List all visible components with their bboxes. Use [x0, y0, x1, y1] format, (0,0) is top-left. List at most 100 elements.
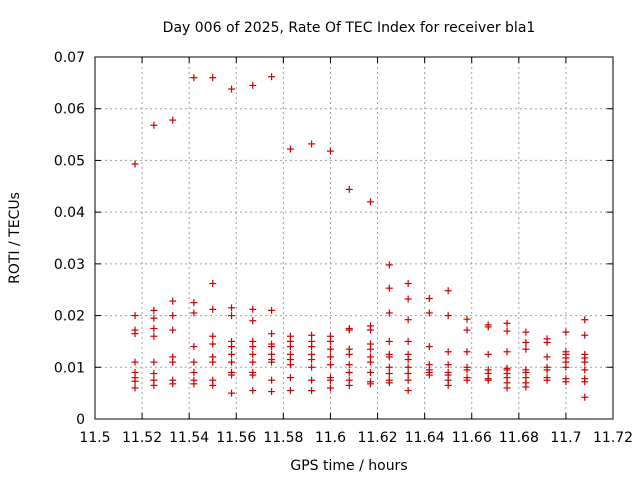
data-point — [169, 312, 177, 320]
data-point — [150, 332, 158, 340]
data-points — [131, 73, 589, 401]
x-tick-label: 11.7 — [550, 430, 581, 446]
data-point — [503, 348, 511, 356]
data-point — [249, 371, 257, 379]
data-point — [385, 379, 393, 387]
data-point — [444, 312, 452, 320]
data-point — [228, 358, 236, 366]
x-tick-label: 11.72 — [593, 430, 633, 446]
data-point — [385, 363, 393, 371]
data-point — [326, 147, 334, 155]
data-point — [581, 316, 589, 324]
y-tick-label: 0.02 — [54, 309, 85, 325]
data-point — [308, 343, 316, 351]
x-tick-label: 11.54 — [169, 430, 209, 446]
data-point — [228, 343, 236, 351]
data-point — [385, 261, 393, 269]
data-point — [268, 358, 276, 366]
data-point — [562, 378, 570, 386]
data-point — [444, 348, 452, 356]
data-point — [209, 280, 217, 288]
data-point — [209, 340, 217, 348]
y-axis-ticks: 0 0.01 0.02 0.03 0.04 0.05 0.06 0.07 — [54, 50, 613, 428]
data-point — [543, 338, 551, 346]
data-point — [385, 284, 393, 292]
data-point — [190, 74, 198, 82]
data-point — [581, 378, 589, 386]
data-point — [150, 121, 158, 129]
x-tick-label: 11.6 — [315, 430, 346, 446]
data-point — [268, 388, 276, 396]
y-tick-label: 0.06 — [54, 102, 85, 118]
chart-title: Day 006 of 2025, Rate Of TEC Index for r… — [163, 20, 536, 36]
y-tick-label: 0.05 — [54, 153, 85, 169]
data-point — [581, 331, 589, 339]
data-point — [308, 363, 316, 371]
x-axis-label: GPS time / hours — [290, 458, 407, 474]
data-point — [268, 376, 276, 384]
data-point — [286, 387, 294, 395]
data-point — [425, 295, 433, 303]
data-point — [444, 361, 452, 369]
data-point — [366, 326, 374, 334]
data-point — [150, 369, 158, 377]
data-point — [463, 348, 471, 356]
grid-lines — [95, 57, 613, 419]
data-point — [249, 358, 257, 366]
data-point — [503, 327, 511, 335]
y-tick-label: 0.07 — [54, 50, 85, 66]
data-point — [190, 309, 198, 317]
data-point — [326, 361, 334, 369]
x-axis-ticks: 11.5 11.52 11.54 11.56 11.58 11.6 11.62 11.64 11… — [79, 57, 633, 446]
data-point — [543, 366, 551, 374]
data-point — [268, 330, 276, 338]
data-point — [131, 312, 139, 320]
data-point — [463, 315, 471, 323]
data-point — [366, 368, 374, 376]
y-tick-label: 0.03 — [54, 257, 85, 273]
data-point — [404, 337, 412, 345]
data-point — [326, 384, 334, 392]
data-point — [190, 299, 198, 307]
data-point — [131, 330, 139, 338]
data-point — [581, 393, 589, 401]
data-point — [326, 345, 334, 353]
data-point — [404, 376, 412, 384]
data-point — [268, 306, 276, 314]
data-point — [326, 353, 334, 361]
data-point — [249, 343, 257, 351]
data-point — [150, 325, 158, 332]
data-point — [326, 337, 334, 345]
data-point — [484, 350, 492, 358]
data-point — [366, 198, 374, 206]
data-point — [463, 376, 471, 384]
data-point — [308, 376, 316, 384]
y-axis-label: ROTI / TECUs — [7, 192, 23, 284]
data-point — [150, 314, 158, 322]
data-point — [268, 73, 276, 81]
x-tick-label: 11.58 — [263, 430, 303, 446]
data-point — [169, 380, 177, 388]
data-point — [404, 363, 412, 371]
data-point — [228, 350, 236, 358]
data-point — [543, 376, 551, 384]
data-point — [308, 356, 316, 364]
data-point — [150, 306, 158, 314]
data-point — [286, 361, 294, 369]
data-point — [249, 317, 257, 325]
data-point — [444, 287, 452, 295]
data-point — [425, 309, 433, 317]
data-point — [366, 380, 374, 388]
data-point — [131, 358, 139, 366]
data-point — [286, 374, 294, 382]
data-point — [228, 312, 236, 320]
data-point — [131, 160, 139, 168]
data-point — [385, 309, 393, 317]
data-point — [209, 305, 217, 313]
data-point — [463, 326, 471, 334]
data-point — [131, 384, 139, 392]
x-tick-label: 11.62 — [357, 430, 397, 446]
x-tick-label: 11.5 — [79, 430, 110, 446]
data-point — [345, 368, 353, 376]
